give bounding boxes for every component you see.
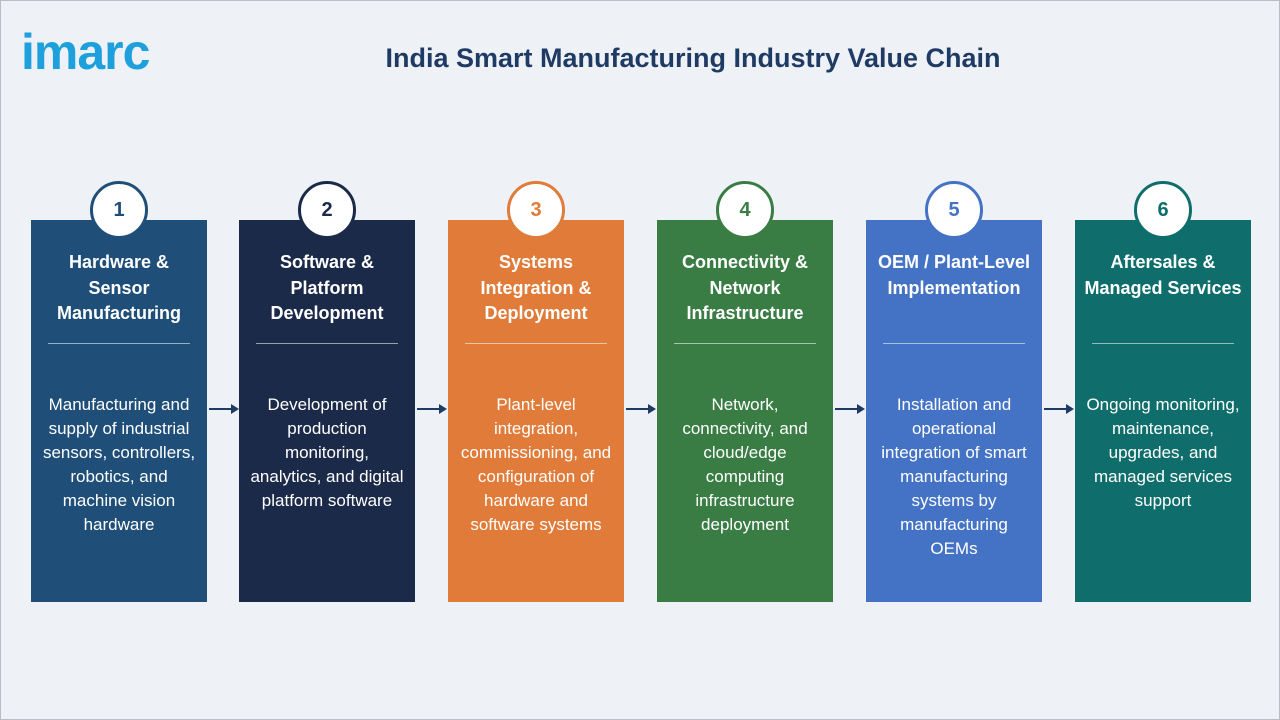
stage-title: Aftersales & Managed Services bbox=[1084, 252, 1242, 298]
stage-title: OEM / Plant-Level Implementation bbox=[877, 252, 1031, 298]
divider bbox=[674, 343, 816, 344]
stage-card: Systems Integration & Deployment Plant-le… bbox=[448, 220, 624, 602]
stage-card: Hardware & Sensor Manufacturing Manufactu… bbox=[31, 220, 207, 602]
stage-title: Hardware & Sensor Manufacturing bbox=[57, 252, 181, 323]
stage-title: Systems Integration & Deployment bbox=[480, 252, 592, 323]
stage-number: 1 bbox=[90, 181, 148, 239]
logo: imarc bbox=[21, 24, 150, 80]
stage-description: Manufacturing and supply of industrial s… bbox=[42, 395, 196, 534]
stage-card: Aftersales & Managed Services Ongoing mon… bbox=[1075, 220, 1251, 602]
stage-description: Network, connectivity, and cloud/edge co… bbox=[682, 395, 808, 534]
stage-title: Connectivity & Network Infrastructure bbox=[681, 252, 809, 323]
stage-card: OEM / Plant-Level Implementation Installa… bbox=[866, 220, 1042, 602]
stage-description: Plant-level integration, commissioning, … bbox=[460, 395, 612, 534]
stage-description: Development of production monitoring, an… bbox=[250, 395, 404, 510]
stage-number: 5 bbox=[925, 181, 983, 239]
stage-description: Installation and operational integration… bbox=[881, 395, 1027, 558]
divider bbox=[256, 343, 398, 344]
stage-description: Ongoing monitoring, maintenance, upgrade… bbox=[1086, 395, 1240, 510]
arrow bbox=[209, 404, 239, 414]
arrow bbox=[417, 404, 447, 414]
stage-title: Software & Platform Development bbox=[270, 252, 384, 323]
arrow bbox=[1044, 404, 1074, 414]
divider bbox=[883, 343, 1025, 344]
title: India Smart Manufacturing Industry Value… bbox=[385, 43, 1001, 73]
divider bbox=[48, 343, 190, 344]
stage-number: 3 bbox=[507, 181, 565, 239]
stage-number: 6 bbox=[1134, 181, 1192, 239]
stage-card: Connectivity & Network Infrastructure Net… bbox=[657, 220, 833, 602]
arrow bbox=[626, 404, 656, 414]
stage-number: 4 bbox=[716, 181, 774, 239]
stage-card: Software & Platform Development Developme… bbox=[239, 220, 415, 602]
arrow bbox=[835, 404, 865, 414]
stage-number: 2 bbox=[298, 181, 356, 239]
divider bbox=[1092, 343, 1234, 344]
divider bbox=[465, 343, 607, 344]
